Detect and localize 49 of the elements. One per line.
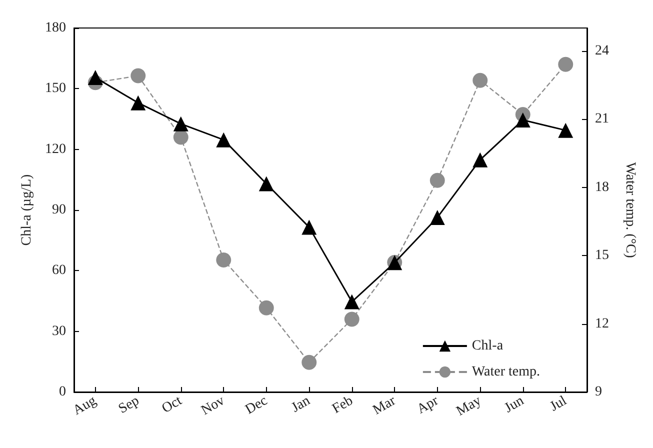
x-tick-label: Jan xyxy=(289,394,313,416)
y-tick-label: 60 xyxy=(52,263,66,278)
point xyxy=(472,152,488,168)
x-tick-label: Nov xyxy=(199,394,228,419)
y-tick-label: 150 xyxy=(45,81,66,96)
point xyxy=(558,122,574,138)
x-tick-label: Apr xyxy=(414,393,442,418)
point xyxy=(173,130,188,145)
y2-axis-title: Water temp. (°C) xyxy=(622,162,638,258)
x-tick-label: Sep xyxy=(116,394,142,417)
y2-tick-label: 12 xyxy=(595,316,609,332)
x-tick-label: Jun xyxy=(502,394,527,416)
y-tick-label: 120 xyxy=(45,142,66,157)
point xyxy=(430,172,445,188)
point xyxy=(173,116,188,132)
y-tick-label: 30 xyxy=(52,324,66,339)
x-tick-label: Mar xyxy=(370,393,399,418)
x-tick-label: Jul xyxy=(548,393,570,415)
x-tick-label: May xyxy=(454,394,484,420)
y2-tick-label: 24 xyxy=(595,43,609,58)
point xyxy=(430,210,445,225)
point xyxy=(558,56,574,72)
point xyxy=(344,312,360,327)
point xyxy=(88,70,103,86)
point xyxy=(216,252,232,268)
point xyxy=(344,294,360,310)
y-axis-title: Chl-a (µg/L) xyxy=(20,174,35,246)
x-tick-label: Aug xyxy=(70,394,100,419)
y-tick-label: 0 xyxy=(59,384,66,400)
point xyxy=(515,112,530,128)
x-tick-label: Oct xyxy=(160,393,185,417)
y-tick-label: 180 xyxy=(45,20,66,36)
legend-label: Water temp. xyxy=(472,364,540,380)
x-tick-label: Feb xyxy=(330,394,356,417)
y2-tick-label: 21 xyxy=(595,112,609,126)
point xyxy=(302,354,317,370)
point xyxy=(216,132,232,148)
point xyxy=(258,176,274,192)
y-tick-label: 90 xyxy=(52,202,66,218)
point xyxy=(130,95,146,110)
point xyxy=(258,300,274,316)
y2-tick-label: 9 xyxy=(595,384,602,400)
legend-label: Chl-a xyxy=(472,338,504,354)
point xyxy=(302,220,317,235)
y2-tick-label: 18 xyxy=(595,180,609,195)
point xyxy=(130,68,146,84)
y2-tick-label: 15 xyxy=(595,248,609,263)
point xyxy=(472,72,488,88)
x-tick-label: Dec xyxy=(243,394,270,418)
